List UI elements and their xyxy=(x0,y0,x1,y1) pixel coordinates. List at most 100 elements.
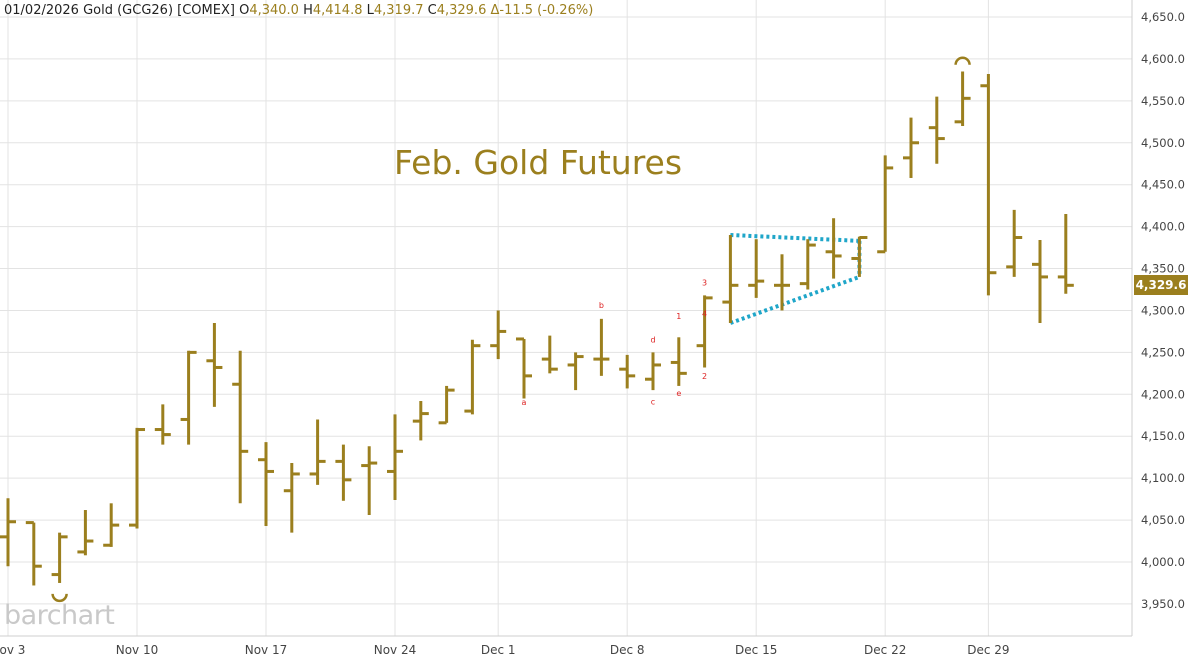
extreme-arcs xyxy=(51,56,971,603)
ohlc-bar xyxy=(206,323,223,407)
wave-label: e xyxy=(676,389,681,398)
y-tick-label: 4,100.0 xyxy=(1141,471,1185,485)
close-value: 4,329.6 xyxy=(436,3,487,18)
wave-labels: a b c d e 1 2 3 4 xyxy=(522,278,708,407)
ohlc-bar xyxy=(567,352,584,391)
x-tick-label: Dec 29 xyxy=(967,643,1009,657)
ohlc-bar xyxy=(1057,214,1074,294)
ohlc-bar xyxy=(799,239,816,290)
last-price-badge: 4,329.6 xyxy=(1134,275,1188,295)
ohlc-bar xyxy=(438,385,455,425)
y-tick-label: 4,400.0 xyxy=(1141,220,1185,234)
ohlc-bar xyxy=(954,71,971,126)
y-tick-label: 4,600.0 xyxy=(1141,52,1185,66)
ohlc-bar xyxy=(825,218,842,279)
ohlc-bar xyxy=(928,96,945,164)
x-tick-label: Dec 8 xyxy=(610,643,645,657)
ohlc-bar xyxy=(129,427,145,529)
triangle-lower-line xyxy=(729,275,861,325)
high-label: H xyxy=(303,3,313,18)
ohlc-bar xyxy=(1032,240,1048,324)
ohlc-bar xyxy=(490,310,507,360)
y-tick-label: 4,450.0 xyxy=(1141,178,1185,192)
ohlc-bar xyxy=(258,442,274,526)
triangle-upper-line xyxy=(730,233,860,243)
ohlc-bar xyxy=(980,74,997,296)
wave-label: 3 xyxy=(702,278,707,287)
y-tick-label: 4,050.0 xyxy=(1141,513,1185,527)
ohlc-bar xyxy=(1006,209,1023,277)
ohlc-bar xyxy=(645,352,661,391)
quote-header: 01/02/2026 Gold (GCG26) [COMEX] O4,340.0… xyxy=(4,3,593,18)
ohlc-bar xyxy=(774,254,790,311)
ohlc-bar xyxy=(335,444,352,501)
ohlc-bar xyxy=(903,117,919,178)
x-tick-label: Nov 10 xyxy=(116,643,159,657)
wave-label: 2 xyxy=(702,372,707,381)
x-tick-label: Nov 3 xyxy=(0,643,25,657)
wave-label: a xyxy=(522,398,527,407)
y-tick-label: 4,250.0 xyxy=(1141,345,1185,359)
quote-instrument: Gold (GCG26) [COMEX] xyxy=(83,3,235,18)
ohlc-bar xyxy=(0,498,16,567)
y-tick-label: 4,550.0 xyxy=(1141,94,1185,108)
ohlc-bar xyxy=(77,510,94,556)
close-label: C xyxy=(427,3,437,18)
open-label: O xyxy=(239,3,250,18)
x-tick-label: Dec 15 xyxy=(735,643,777,657)
high-value: 4,414.8 xyxy=(312,3,363,18)
ohlc-bar xyxy=(541,335,558,374)
extreme-arc xyxy=(954,56,971,65)
ohlc-bar xyxy=(412,401,429,441)
wave-label: b xyxy=(599,301,604,310)
ohlc-bar xyxy=(748,239,765,298)
ohlc-bar xyxy=(232,350,249,504)
ohlc-bar xyxy=(464,339,481,415)
ohlc-bar xyxy=(180,350,197,445)
ohlc-bar xyxy=(722,235,739,324)
y-tick-label: 4,300.0 xyxy=(1141,303,1185,317)
quote-date: 01/02/2026 xyxy=(4,3,79,18)
wave-label: 4 xyxy=(702,309,707,318)
ohlc-bar xyxy=(593,318,610,376)
y-tick-label: 4,350.0 xyxy=(1141,262,1185,276)
low-label: L xyxy=(366,3,374,18)
ohlc-bar xyxy=(877,155,894,254)
triangle-pattern xyxy=(729,233,862,325)
extreme-arc xyxy=(51,593,68,603)
ohlc-bar xyxy=(283,463,300,533)
ohlc-bar xyxy=(361,446,378,516)
ohlc-bar xyxy=(619,354,636,389)
x-tick-label: Dec 22 xyxy=(864,643,906,657)
x-tick-label: Nov 17 xyxy=(245,643,288,657)
y-tick-label: 4,200.0 xyxy=(1141,387,1185,401)
ohlc-bar xyxy=(25,521,42,586)
open-value: 4,340.0 xyxy=(249,3,299,18)
y-tick-label: 4,500.0 xyxy=(1141,136,1185,150)
barchart-watermark: barchart xyxy=(4,600,115,631)
ohlc-bars xyxy=(0,71,1074,586)
ohlc-bar xyxy=(516,337,532,399)
wave-label: 1 xyxy=(676,312,681,321)
ohlc-bar xyxy=(51,532,68,583)
y-tick-label: 4,150.0 xyxy=(1141,429,1185,443)
y-tick-label: 3,950.0 xyxy=(1141,597,1185,611)
y-tick-label: 4,000.0 xyxy=(1141,555,1185,569)
x-tick-label: Dec 1 xyxy=(481,643,516,657)
low-value: 4,319.7 xyxy=(373,3,424,18)
x-tick-label: Nov 24 xyxy=(374,643,417,657)
ohlc-bar xyxy=(851,236,868,277)
ohlc-bar xyxy=(670,337,687,386)
change-value: Δ-11.5 (-0.26%) xyxy=(490,3,594,18)
ohlc-bar xyxy=(387,414,403,500)
chart-annotation: Feb. Gold Futures xyxy=(394,143,683,182)
wave-label: d xyxy=(650,335,655,344)
y-tick-label: 4,650.0 xyxy=(1141,10,1185,24)
ohlc-bar xyxy=(103,503,120,547)
ohlc-bar xyxy=(154,404,171,445)
ohlc-bar xyxy=(309,419,326,485)
price-axis: 3,950.0 4,000.0 4,050.0 4,100.0 4,150.0 4,200… xyxy=(1131,0,1185,636)
wave-label: c xyxy=(651,397,655,406)
ohlc-bar xyxy=(696,295,713,368)
